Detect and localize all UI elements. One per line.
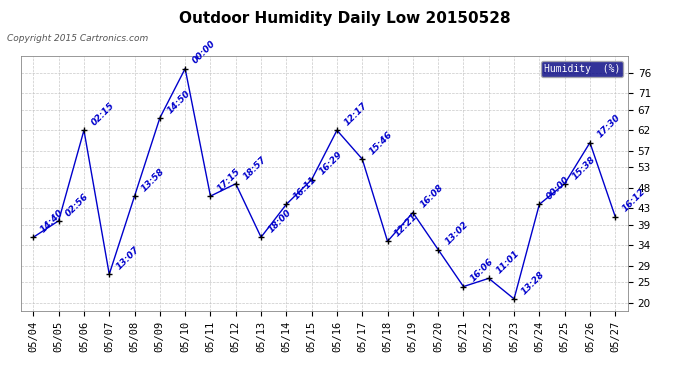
Text: 16:29: 16:29 [317,150,344,177]
Text: 16:11: 16:11 [292,175,319,201]
Text: 18:57: 18:57 [241,154,268,181]
Text: 16:06: 16:06 [469,257,495,284]
Text: 17:15: 17:15 [216,167,243,193]
Text: 00:00: 00:00 [190,39,217,66]
Text: 15:46: 15:46 [368,130,395,156]
Text: 17:30: 17:30 [595,113,622,140]
Text: 13:58: 13:58 [140,167,167,193]
Text: 00:00: 00:00 [545,175,571,201]
Text: 16:12: 16:12 [621,187,647,214]
Text: 13:07: 13:07 [115,245,141,272]
Text: 12:17: 12:17 [342,101,369,128]
Text: Outdoor Humidity Daily Low 20150528: Outdoor Humidity Daily Low 20150528 [179,11,511,26]
Legend: Humidity  (%): Humidity (%) [541,61,623,77]
Text: 14:50: 14:50 [166,88,192,115]
Text: 18:00: 18:00 [266,208,293,234]
Text: 16:08: 16:08 [418,183,445,210]
Text: 11:01: 11:01 [494,249,521,276]
Text: 02:56: 02:56 [64,191,91,218]
Text: 14:40: 14:40 [39,208,66,234]
Text: 15:38: 15:38 [570,154,597,181]
Text: 13:28: 13:28 [520,270,546,296]
Text: 13:02: 13:02 [444,220,471,247]
Text: Copyright 2015 Cartronics.com: Copyright 2015 Cartronics.com [7,34,148,43]
Text: 12:21: 12:21 [393,212,420,238]
Text: 02:15: 02:15 [90,101,116,128]
